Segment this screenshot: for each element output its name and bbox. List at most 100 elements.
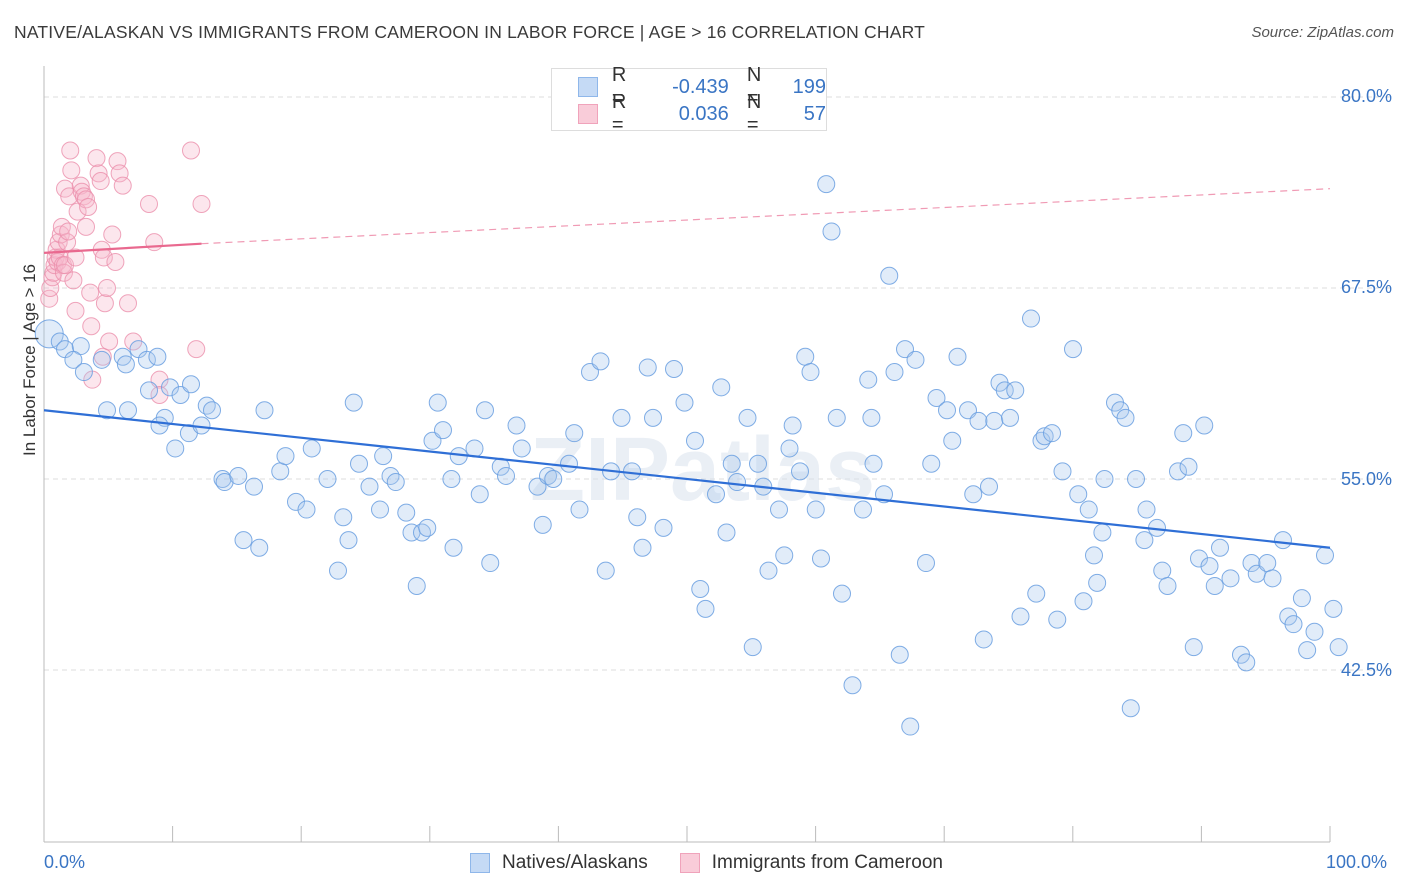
chart-title: NATIVE/ALASKAN VS IMMIGRANTS FROM CAMERO… — [14, 22, 925, 42]
native-point — [318, 470, 337, 488]
native-point — [215, 473, 234, 492]
native-point — [880, 266, 899, 285]
native-point — [591, 352, 610, 371]
native-point — [707, 485, 725, 504]
native-point — [1121, 699, 1140, 718]
native-point — [974, 630, 993, 649]
cameroon-point — [91, 172, 110, 191]
n-label: N = — [746, 64, 762, 109]
native-point — [1184, 638, 1203, 657]
cameroon-point — [106, 253, 125, 272]
source-label: Source: ZipAtlas.com — [1251, 24, 1394, 41]
native-point — [570, 500, 589, 519]
native-point — [98, 401, 116, 420]
natives-trend-line — [43, 409, 1331, 549]
correlation-legend: R = -0.439 N = 199 R = 0.036 N = 57 — [551, 64, 827, 136]
native-point — [969, 411, 988, 430]
cameroon-point — [61, 141, 80, 160]
cameroon-point — [140, 194, 158, 213]
cameroon-point — [113, 176, 132, 195]
y-tick-label: 55.0% — [1340, 469, 1392, 489]
native-point — [817, 175, 836, 194]
native-point — [822, 222, 841, 241]
r-value: -0.439 — [672, 75, 729, 98]
native-point — [1027, 584, 1046, 603]
x-tick-label-left: 0.0% — [44, 852, 86, 872]
native-point — [654, 518, 673, 537]
native-point — [512, 439, 531, 458]
cameroon-point — [74, 187, 93, 206]
native-point — [287, 492, 305, 511]
native-point — [140, 381, 158, 400]
native-point — [1205, 576, 1224, 595]
cameroon-point — [89, 164, 108, 183]
native-point — [1079, 500, 1098, 519]
native-point — [386, 473, 405, 492]
native-point — [938, 401, 956, 420]
native-point — [255, 401, 274, 420]
native-point — [770, 500, 788, 519]
native-point — [302, 439, 321, 458]
native-point — [948, 347, 967, 366]
native-point — [250, 538, 269, 557]
native-point — [148, 347, 167, 366]
native-point — [633, 538, 652, 557]
natives-points — [34, 175, 1348, 736]
cameroon-point — [82, 317, 101, 336]
legend-swatch-pink — [679, 853, 700, 873]
native-point — [1011, 607, 1030, 626]
native-point — [775, 546, 794, 565]
native-point — [1200, 557, 1219, 576]
native-point — [1169, 462, 1187, 481]
native-point — [1048, 610, 1067, 629]
cameroon-point — [62, 161, 81, 180]
cameroon-point — [87, 149, 106, 168]
native-point — [350, 454, 368, 473]
native-point — [859, 370, 878, 389]
native-point — [675, 393, 694, 412]
cameroon-point — [48, 253, 67, 272]
native-point — [297, 500, 316, 519]
native-point — [1153, 561, 1172, 580]
y-tick-label: 42.5% — [1340, 660, 1392, 680]
cameroon-point — [182, 141, 200, 160]
native-point — [638, 358, 657, 377]
native-point — [360, 477, 379, 496]
native-point — [1064, 340, 1082, 359]
native-point — [1158, 576, 1177, 595]
legend-item-natives: Natives/Alaskans — [470, 852, 648, 874]
native-point — [1174, 424, 1193, 443]
native-point — [712, 378, 731, 397]
native-point — [271, 462, 290, 481]
cameroon-point — [56, 256, 74, 275]
native-point — [1329, 638, 1348, 657]
native-point — [339, 531, 358, 550]
native-point — [691, 580, 710, 599]
cameroon-trend-extension — [201, 188, 1331, 245]
native-point — [533, 515, 552, 534]
native-point — [371, 500, 389, 519]
native-point — [812, 549, 830, 568]
native-point — [1069, 485, 1088, 504]
native-point — [470, 485, 489, 504]
r-label: R = — [611, 64, 627, 109]
n-label: N = — [746, 91, 762, 136]
native-point — [507, 416, 526, 435]
native-point — [801, 363, 820, 382]
native-point — [407, 576, 426, 595]
legend-row-natives: R = -0.439 N = 199 — [578, 64, 826, 109]
cameroon-point — [95, 294, 114, 313]
native-point — [560, 454, 578, 473]
native-point — [229, 466, 248, 485]
native-point — [116, 355, 135, 374]
native-point — [476, 401, 494, 420]
native-point — [1088, 573, 1107, 592]
cameroon-trend-line — [43, 242, 202, 254]
legend-swatch-pink — [578, 104, 598, 124]
native-point — [890, 645, 909, 664]
legend-label: Natives/Alaskans — [502, 852, 648, 873]
native-point — [1093, 523, 1112, 542]
native-point — [612, 408, 631, 427]
native-point — [161, 378, 179, 397]
native-point — [1137, 500, 1156, 519]
